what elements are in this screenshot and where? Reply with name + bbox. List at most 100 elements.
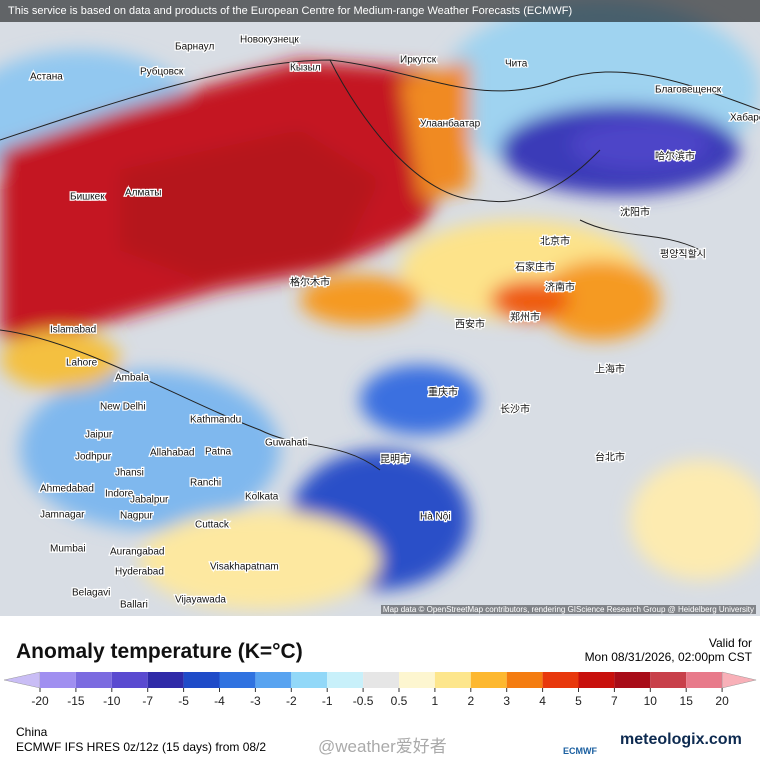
color-swatch: [111, 672, 148, 688]
place-label: Хабаровск: [730, 112, 760, 124]
place-label: Бишкек: [70, 192, 105, 203]
place-label: Jodhpur: [75, 452, 112, 463]
ecmwf-logo: ECMWF: [563, 746, 597, 756]
place-label: 长沙市: [500, 403, 530, 416]
color-swatch: [291, 672, 328, 688]
place-label: Cuttack: [195, 520, 230, 531]
tick-label: -1: [322, 694, 333, 708]
place-label: Kathmandu: [190, 415, 241, 426]
tick-label: -0.5: [353, 694, 374, 708]
legend-title: Anomaly temperature (K=°C): [16, 640, 303, 663]
place-label: Ambala: [115, 373, 149, 384]
model-run: ECMWF IFS HRES 0z/12z (15 days) from 08/…: [16, 740, 267, 754]
tick-label: -5: [178, 694, 189, 708]
color-swatch: [542, 672, 579, 688]
place-label: Aurangabad: [110, 547, 165, 558]
place-label: Чита: [505, 59, 528, 70]
color-swatch: [219, 672, 256, 688]
valid-time: Mon 08/31/2026, 02:00pm CST: [584, 650, 752, 664]
place-label: 昆明市: [380, 453, 410, 466]
color-swatch: [721, 671, 757, 689]
place-label: Kolkata: [245, 492, 279, 503]
place-label: 台北市: [595, 451, 625, 464]
ecmwf-notice: This service is based on data and produc…: [8, 5, 573, 17]
place-label: 上海市: [595, 363, 625, 376]
tick-label: 10: [644, 694, 658, 708]
place-label: Jabalpur: [130, 495, 169, 506]
color-swatch: [327, 672, 364, 688]
place-label: 济南市: [545, 281, 575, 294]
tick-label: 15: [680, 694, 694, 708]
map: Астана Барнаул Новокузнецк Рубцовск Кызыл Ирк…: [0, 0, 760, 616]
tick-label: 20: [715, 694, 729, 708]
color-swatch: [363, 672, 399, 688]
tick-label: -2: [286, 694, 297, 708]
tick-label: 4: [539, 694, 546, 708]
color-swatch: [470, 672, 507, 688]
place-label: Mumbai: [50, 544, 86, 555]
place-label: Indore: [105, 489, 134, 500]
tick-label: 0.5: [391, 694, 408, 708]
place-label: 西安市: [455, 318, 485, 331]
place-label: Барнаул: [175, 42, 214, 53]
watermark: @weather爱好者: [318, 737, 447, 756]
place-label: Nagpur: [120, 511, 153, 522]
place-label: New Delhi: [100, 402, 146, 413]
anomaly-field: [0, 0, 760, 610]
place-label: Алматы: [125, 188, 162, 199]
borders: [0, 59, 760, 471]
color-swatch: [506, 672, 543, 688]
region: China: [16, 725, 48, 739]
place-label: 石家庄市: [515, 261, 555, 274]
place-label: Рубцовск: [140, 66, 184, 78]
color-swatch: [434, 672, 471, 688]
place-label: Jamnagar: [40, 510, 85, 521]
color-swatch: [183, 672, 220, 688]
place-label: Благовещенск: [655, 85, 722, 96]
tick-label: 1: [432, 694, 439, 708]
color-swatch: [399, 672, 435, 688]
tick-label: -10: [103, 694, 121, 708]
place-label: Islamabad: [50, 325, 96, 336]
place-label: 哈尔滨市: [655, 150, 695, 163]
place-label: Allahabad: [150, 448, 194, 459]
tick-label: 5: [575, 694, 582, 708]
tick-label: 2: [467, 694, 474, 708]
color-swatch: [147, 672, 184, 688]
map-attribution: Map data © OpenStreetMap contributors, r…: [380, 605, 756, 614]
place-label: Кызыл: [290, 63, 321, 74]
place-label: Ahmedabad: [40, 484, 94, 495]
place-label: 重庆市: [428, 386, 458, 399]
place-label: Jaipur: [85, 430, 113, 441]
brand: meteologix.com: [620, 731, 742, 748]
place-label: Новокузнецк: [240, 35, 299, 46]
place-label: Guwahati: [265, 438, 307, 449]
place-label: Visakhapatnam: [210, 562, 279, 573]
place-label: 北京市: [540, 235, 570, 248]
tick-label: -15: [67, 694, 85, 708]
place-label: Ranchi: [190, 478, 221, 489]
place-label: 郑州市: [510, 311, 540, 324]
color-swatch: [3, 671, 41, 689]
color-swatch: [255, 672, 292, 688]
tick-label: -20: [31, 694, 49, 708]
tick-label: -3: [250, 694, 261, 708]
color-swatch: [75, 672, 112, 688]
place-label: Иркутск: [400, 55, 437, 66]
place-label: Belagavi: [72, 588, 110, 599]
color-swatch: [686, 672, 723, 688]
place-label: Улаанбаатар: [420, 118, 481, 130]
color-swatch: [650, 672, 687, 688]
tick-label: -7: [142, 694, 153, 708]
place-label: 평양직할시: [660, 249, 706, 261]
tick-label: -4: [214, 694, 225, 708]
place-label: Астана: [30, 72, 63, 83]
place-label: Lahore: [66, 358, 98, 369]
place-label: Vijayawada: [175, 595, 226, 606]
color-swatch: [40, 672, 76, 688]
place-label: Jhansi: [115, 468, 144, 479]
tick-label: 7: [611, 694, 618, 708]
place-label: Hà Nội: [420, 512, 451, 523]
place-label: Hyderabad: [115, 567, 164, 578]
